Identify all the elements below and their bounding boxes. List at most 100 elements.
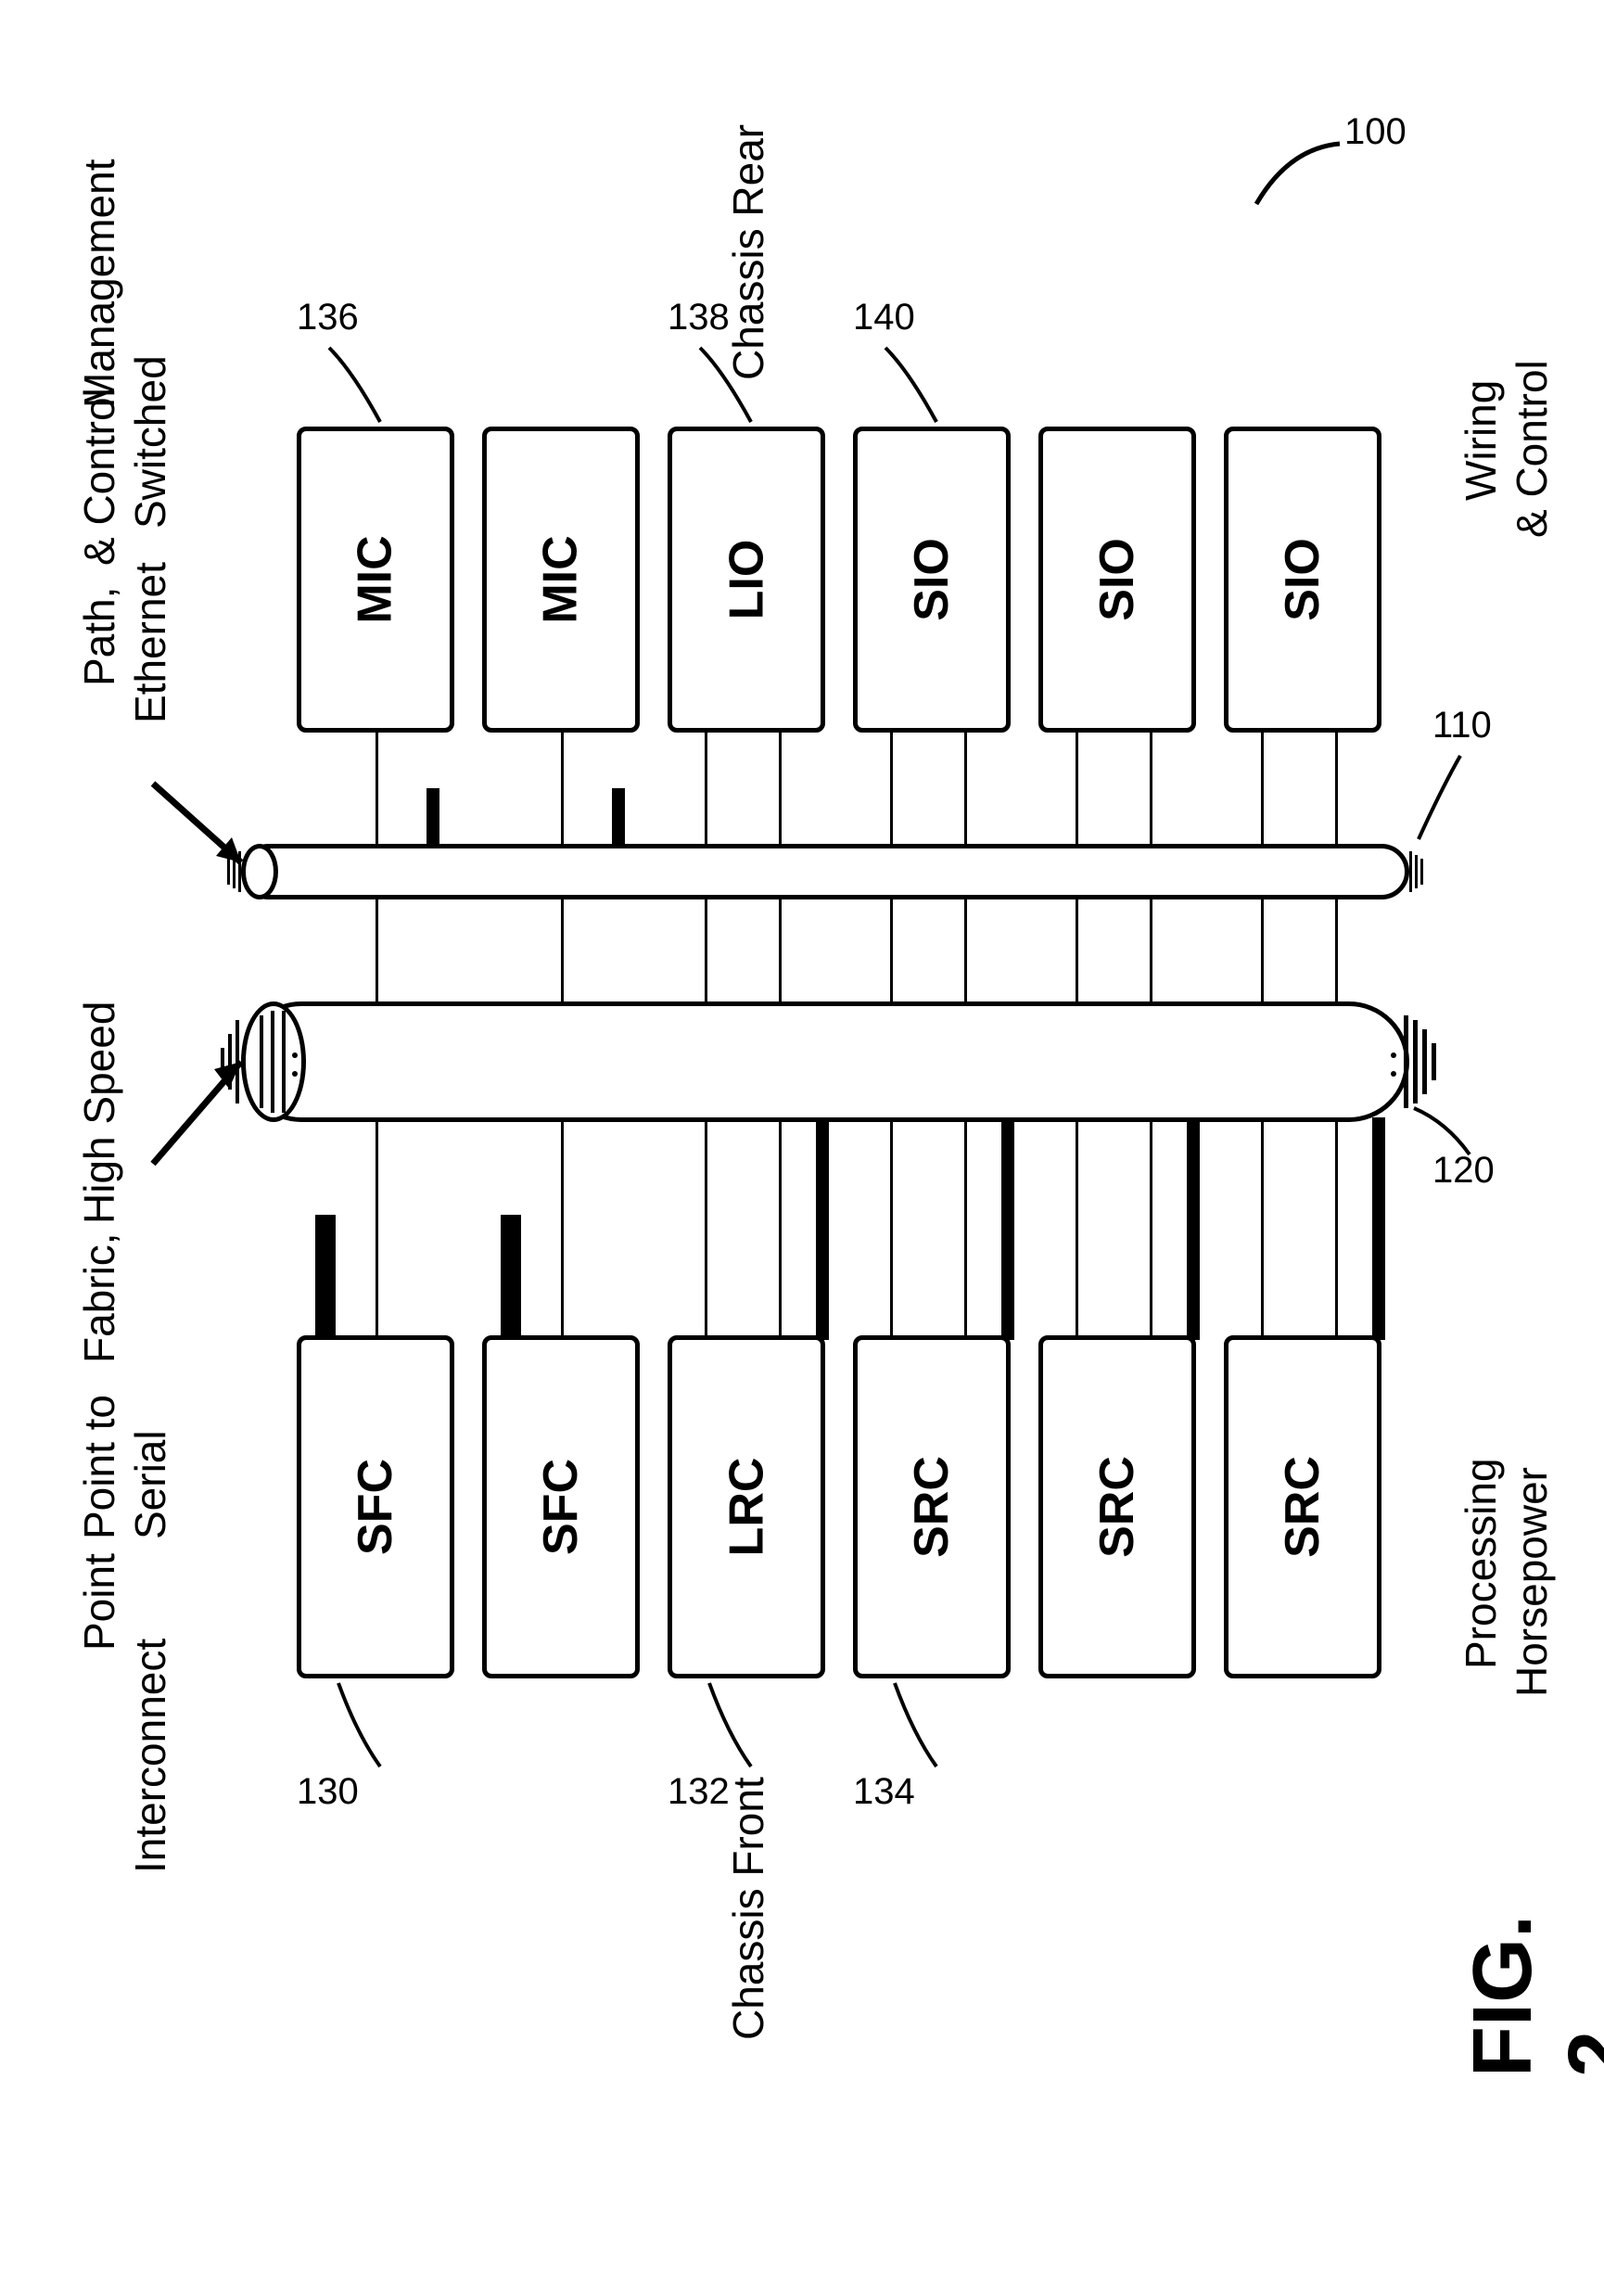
conn [1335, 895, 1338, 1006]
callout-110: 110 [1432, 705, 1492, 746]
callout-134: 134 [853, 1771, 915, 1813]
heavy-tick-sfc [315, 1215, 336, 1340]
figure-label: FIG. 2 [1456, 1915, 1604, 2077]
conn [964, 1117, 967, 1340]
label-mgmt2: & Control [74, 388, 124, 566]
leader [334, 1678, 389, 1818]
leader [1409, 1103, 1474, 1159]
conn [1335, 1117, 1338, 1340]
label-processing1: Processing [1456, 1458, 1506, 1669]
hatch [1432, 1043, 1436, 1080]
leader [1414, 751, 1470, 844]
conn [1150, 895, 1152, 1006]
arrow-mgmt [144, 774, 264, 886]
callout-138: 138 [668, 297, 730, 338]
callout-140: 140 [853, 297, 915, 338]
heavy-tick [816, 1117, 829, 1340]
box-label: MIC [348, 535, 403, 623]
box-label: SRC [904, 1456, 960, 1558]
box-label: SIO [1089, 538, 1145, 621]
label-mgmt1: Management [74, 159, 124, 409]
hatch [1413, 1020, 1418, 1103]
box-label: SRC [1089, 1456, 1145, 1558]
label-fabric1: High Speed [74, 1001, 124, 1224]
fabric-bus [241, 1001, 1409, 1122]
leader [881, 343, 946, 427]
heavy-tick [612, 788, 625, 844]
hatch [1409, 851, 1412, 892]
box-lio: LIO [668, 427, 825, 733]
box-sio2: SIO [1038, 427, 1196, 733]
leader [695, 343, 760, 427]
conn [705, 1117, 707, 1340]
label-fabric2: Fabric, [74, 1232, 124, 1363]
dot [1391, 1071, 1396, 1077]
conn [890, 895, 893, 1006]
leader [705, 1678, 760, 1771]
conn [705, 895, 707, 1006]
label-fabric5: Serial [125, 1430, 175, 1539]
leader [890, 1678, 946, 1771]
label-fabric4: Point [74, 1553, 124, 1651]
conn [779, 895, 782, 1006]
label-mgmt5: Ethernet [125, 562, 175, 723]
label-processing2: Horsepower [1507, 1467, 1557, 1697]
box-label: LRC [719, 1458, 774, 1557]
heavy-tick [426, 788, 439, 844]
conn [1076, 1117, 1078, 1340]
hatch [1404, 1015, 1408, 1108]
box-label: SIO [904, 538, 960, 621]
heavy-tick [1372, 1117, 1385, 1340]
box-src2: SRC [1038, 1335, 1196, 1678]
heavy-tick [1187, 1117, 1200, 1340]
box-sio3: SIO [1224, 427, 1381, 733]
label-fabric3: Point to [74, 1395, 124, 1539]
conn [964, 895, 967, 1006]
heavy-tick [1001, 1117, 1014, 1340]
dot [292, 1071, 298, 1077]
hatch [271, 1011, 274, 1113]
management-bus [241, 844, 1409, 899]
box-src3: SRC [1224, 1335, 1381, 1678]
label-chassis-front: Chassis Front [723, 1777, 773, 2040]
heavy-tick-sfc [501, 1215, 521, 1340]
conn [779, 1117, 782, 1340]
ref-100: 100 [1344, 111, 1407, 153]
label-mgmt4: Switched [125, 355, 175, 529]
callout-136: 136 [297, 297, 359, 338]
box-sio1: SIO [853, 427, 1011, 733]
box-mic2: MIC [482, 427, 640, 733]
dot [1391, 1052, 1396, 1058]
leader [325, 343, 389, 427]
box-label: SFC [533, 1459, 589, 1555]
conn [1076, 895, 1078, 1006]
label-wiring: Wiring [1456, 380, 1506, 501]
label-fabric6: Interconnect [125, 1639, 175, 1873]
box-sfc2: SFC [482, 1335, 640, 1678]
hatch [1415, 855, 1418, 888]
hatch [282, 1011, 286, 1113]
label-wiring2: & Control [1507, 360, 1557, 538]
hatch [1422, 1029, 1427, 1094]
box-label: MIC [533, 535, 589, 623]
box-label: LIO [719, 540, 774, 620]
box-sfc1: SFC [297, 1335, 454, 1678]
dot [292, 1052, 298, 1058]
hatch [1420, 859, 1423, 885]
box-label: SFC [348, 1459, 403, 1555]
box-mic1: MIC [297, 427, 454, 733]
box-src1: SRC [853, 1335, 1011, 1678]
conn [1261, 895, 1264, 1006]
figure-container: 100 Chassis Rear Chassis Front Wiring & … [37, 37, 1567, 2259]
conn [890, 1117, 893, 1340]
box-label: SIO [1275, 538, 1330, 621]
label-chassis-rear: Chassis Rear [723, 124, 773, 380]
callout-132: 132 [668, 1771, 730, 1813]
label-mgmt3: Path, [74, 587, 124, 686]
conn [1261, 1117, 1264, 1340]
box-lrc: LRC [668, 1335, 825, 1678]
box-label: SRC [1275, 1456, 1330, 1558]
conn [1150, 1117, 1152, 1340]
ref-100-curve [1252, 139, 1344, 213]
arrow-fabric [144, 1043, 264, 1173]
